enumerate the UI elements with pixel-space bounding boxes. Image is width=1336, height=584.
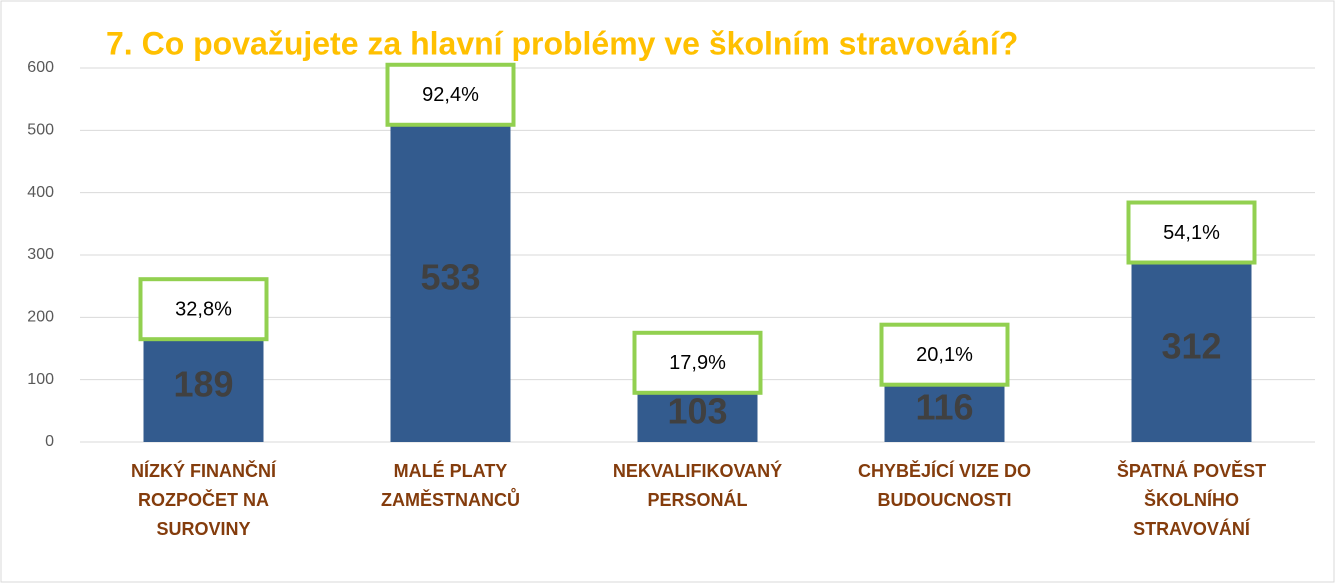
x-tick-label: NEKVALIFIKOVANÝ PERSONÁL [612,461,783,510]
value-label: 312 [1161,325,1221,366]
x-tick-label: ŠPATNÁ POVĚST ŠKOLNÍHO STRAVOVÁNÍ [1116,461,1267,539]
annotation: 54,1% [1163,222,1220,244]
annotation: 20,1% [916,344,973,366]
x-tick-label: MALÉ PLATY ZAMĚSTNANCŮ [381,461,520,510]
y-tick-label: 100 [27,371,54,388]
bar [390,109,511,442]
annotation-box [879,322,1010,387]
chart-title: 7. Co považujete za hlavní problémy ve š… [106,25,1018,61]
y-tick-label: 0 [45,433,54,450]
annotation-box [632,330,763,395]
annotation-box [1126,200,1257,265]
value-label: 116 [915,386,973,427]
annotation: 32,8% [175,298,232,320]
bar [1131,247,1252,442]
annotation-box [385,62,516,127]
y-tick-label: 600 [27,59,54,76]
annotation-box [138,277,269,342]
annotation: 17,9% [669,352,726,374]
bar [143,324,264,442]
value-label: 189 [173,364,233,405]
annotation: 92,4% [422,84,479,106]
value-label: 533 [420,256,480,297]
x-tick-label: CHYBĚJÍCÍ VIZE DO BUDOUCNOSTI [857,461,1032,510]
y-tick-label: 300 [27,246,54,263]
y-tick-label: 400 [27,184,54,201]
value-label: 103 [667,390,727,431]
y-tick-label: 200 [27,309,54,326]
y-tick-label: 500 [27,122,54,139]
x-tick-label: NÍZKÝ FINANČNÍ ROZPOČET NA SUROVINY [131,461,276,539]
